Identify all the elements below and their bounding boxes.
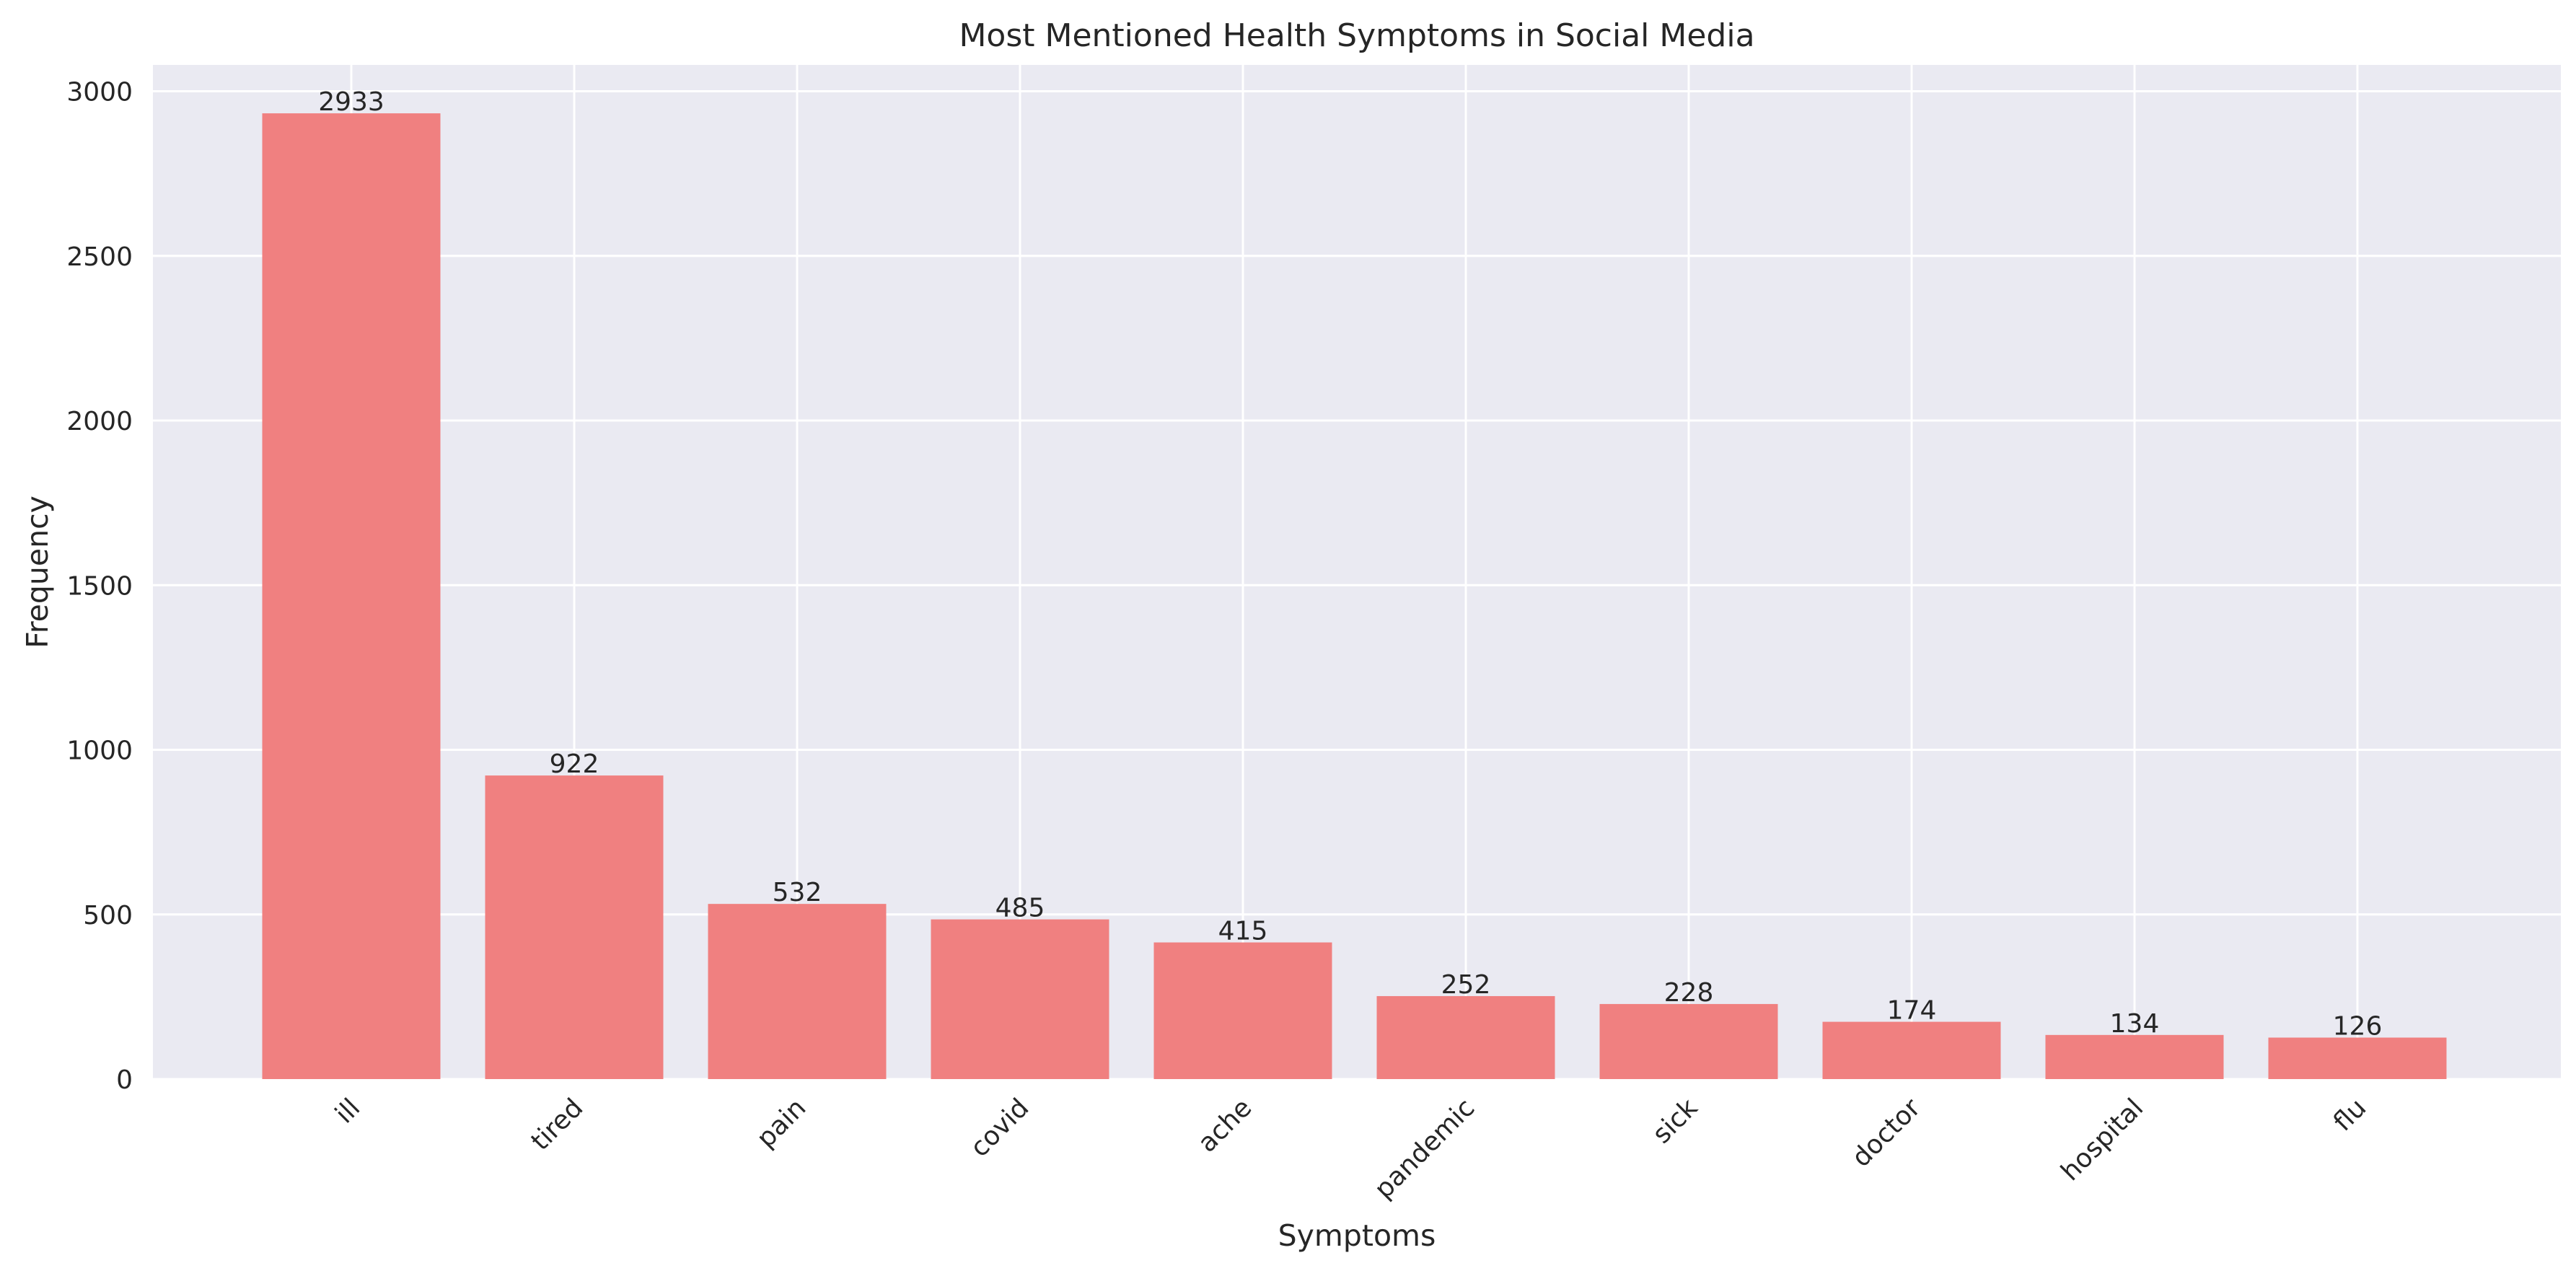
data-label-ache: 415	[1218, 917, 1268, 946]
x-tick-label-sick: sick	[1647, 1093, 1703, 1149]
x-tick-label-pain: pain	[751, 1093, 812, 1153]
y-tick-label: 2000	[66, 407, 133, 436]
x-tick-label-flu: flu	[2328, 1093, 2372, 1137]
bar-ill	[262, 113, 441, 1080]
data-label-pandemic: 252	[1441, 970, 1491, 1000]
data-label-sick: 228	[1664, 978, 1714, 1008]
x-tick-label-doctor: doctor	[1847, 1093, 1927, 1173]
data-label-hospital: 134	[2110, 1009, 2160, 1039]
data-label-tired: 922	[550, 749, 599, 779]
bar-hospital	[2045, 1034, 2224, 1079]
y-tick-label: 3000	[66, 78, 133, 107]
x-tick-label-hospital: hospital	[2056, 1093, 2150, 1187]
data-label-doctor: 174	[1887, 996, 1937, 1026]
y-axis-label: Frequency	[20, 496, 55, 648]
x-axis-ticks: ill tired pain covid ache pandemic sick doctor h…	[330, 1093, 2372, 1205]
y-tick-label: 1000	[66, 736, 133, 766]
bars	[262, 113, 2447, 1080]
data-label-pain: 532	[773, 878, 822, 907]
x-tick-label-tired: tired	[526, 1093, 589, 1156]
data-label-flu: 126	[2333, 1011, 2383, 1041]
bar-flu	[2268, 1037, 2447, 1079]
y-tick-label: 1500	[66, 571, 133, 601]
data-labels: 2933 922 532 485 415 252 228 174 134 126	[318, 87, 2382, 1041]
x-axis-label: Symptoms	[1278, 1218, 1436, 1253]
x-tick-label-covid: covid	[965, 1093, 1035, 1163]
bar-pandemic	[1376, 995, 1555, 1079]
y-axis-ticks: 0 500 1000 1500 2000 2500 3000	[66, 78, 133, 1095]
x-tick-label-ill: ill	[330, 1093, 366, 1129]
bar-pain	[708, 904, 887, 1079]
y-tick-label: 500	[83, 901, 133, 930]
y-tick-label: 0	[116, 1065, 133, 1095]
data-label-covid: 485	[995, 894, 1045, 923]
bar-tired	[485, 775, 664, 1079]
bar-covid	[931, 919, 1109, 1079]
y-tick-label: 2500	[66, 242, 133, 272]
bar-ache	[1153, 942, 1332, 1079]
data-label-ill: 2933	[318, 87, 384, 117]
bar-doctor	[1822, 1021, 2001, 1079]
bar-sick	[1599, 1003, 1778, 1079]
x-tick-label-ache: ache	[1192, 1093, 1257, 1158]
x-tick-label-pandemic: pandemic	[1369, 1093, 1481, 1205]
chart-title: Most Mentioned Health Symptoms in Social…	[959, 17, 1754, 54]
